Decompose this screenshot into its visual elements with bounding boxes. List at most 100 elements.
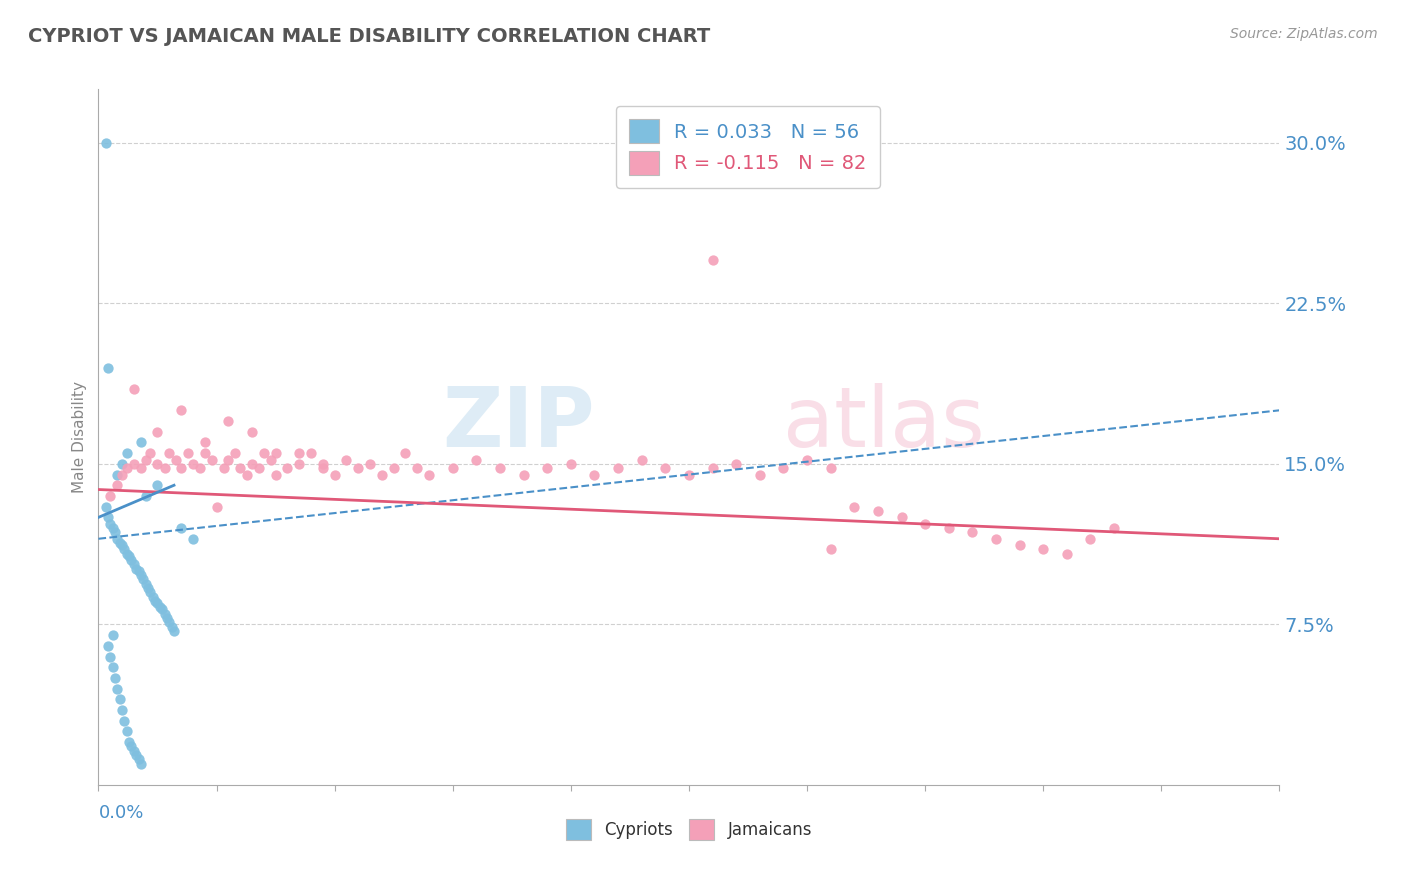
Point [135, 452, 157, 467]
Point [157, 446, 180, 460]
Point [98, 489, 121, 503]
Point [359, 457, 381, 471]
Point [111, 703, 134, 717]
Point [240, 425, 263, 439]
Point [139, 585, 162, 599]
Text: ZIP: ZIP [441, 383, 595, 464]
Point [240, 457, 263, 471]
Point [101, 628, 124, 642]
Point [111, 467, 134, 482]
Point [163, 624, 186, 638]
Point [194, 446, 217, 460]
Point [98, 516, 121, 531]
Point [441, 461, 464, 475]
Point [583, 467, 606, 482]
Y-axis label: Male Disability: Male Disability [72, 381, 87, 493]
Point [702, 253, 724, 268]
Point [101, 660, 124, 674]
Point [122, 382, 145, 396]
Point [170, 521, 193, 535]
Point [512, 467, 534, 482]
Point [125, 562, 148, 576]
Point [105, 478, 128, 492]
Point [170, 403, 193, 417]
Point [323, 467, 346, 482]
Point [890, 510, 912, 524]
Point [288, 457, 311, 471]
Point [143, 594, 166, 608]
Point [105, 681, 128, 696]
Point [247, 461, 270, 475]
Point [111, 457, 134, 471]
Point [128, 564, 150, 578]
Point [129, 568, 152, 582]
Point [181, 457, 204, 471]
Point [465, 452, 488, 467]
Point [139, 446, 162, 460]
Point [97, 639, 120, 653]
Point [984, 532, 1007, 546]
Point [607, 461, 630, 475]
Point [1008, 538, 1031, 552]
Point [260, 452, 283, 467]
Point [112, 542, 135, 557]
Point [153, 461, 176, 475]
Point [253, 446, 276, 460]
Point [129, 756, 152, 771]
Point [264, 446, 287, 460]
Point [1080, 532, 1102, 546]
Point [122, 744, 145, 758]
Point [820, 461, 842, 475]
Point [105, 532, 128, 546]
Point [264, 467, 287, 482]
Point [560, 457, 582, 471]
Point [170, 461, 193, 475]
Point [149, 600, 172, 615]
Point [165, 452, 187, 467]
Point [97, 360, 120, 375]
Point [104, 525, 127, 540]
Point [156, 611, 179, 625]
Point [188, 461, 211, 475]
Point [914, 516, 936, 531]
Point [125, 747, 148, 762]
Point [725, 457, 748, 471]
Point [489, 461, 512, 475]
Point [157, 615, 180, 630]
Point [630, 452, 652, 467]
Text: CYPRIOT VS JAMAICAN MALE DISABILITY CORRELATION CHART: CYPRIOT VS JAMAICAN MALE DISABILITY CORR… [28, 27, 710, 45]
Point [177, 446, 200, 460]
Point [406, 461, 429, 475]
Point [122, 457, 145, 471]
Point [212, 461, 235, 475]
Point [135, 489, 157, 503]
Point [121, 739, 143, 754]
Point [1102, 521, 1125, 535]
Point [844, 500, 866, 514]
Legend: Cypriots, Jamaicans: Cypriots, Jamaicans [560, 813, 818, 847]
Point [962, 525, 984, 540]
Point [748, 467, 770, 482]
Point [299, 446, 322, 460]
Point [118, 735, 141, 749]
Point [122, 558, 145, 572]
Point [146, 425, 169, 439]
Point [371, 467, 394, 482]
Point [394, 446, 416, 460]
Point [1056, 547, 1078, 561]
Point [108, 692, 131, 706]
Point [312, 461, 335, 475]
Point [194, 435, 217, 450]
Point [101, 521, 124, 535]
Point [150, 602, 173, 616]
Point [115, 724, 138, 739]
Point [128, 752, 150, 766]
Point [115, 461, 138, 475]
Point [111, 538, 134, 552]
Point [121, 553, 143, 567]
Point [97, 510, 120, 524]
Point [938, 521, 960, 535]
Point [160, 619, 183, 633]
Point [146, 596, 169, 610]
Point [142, 590, 165, 604]
